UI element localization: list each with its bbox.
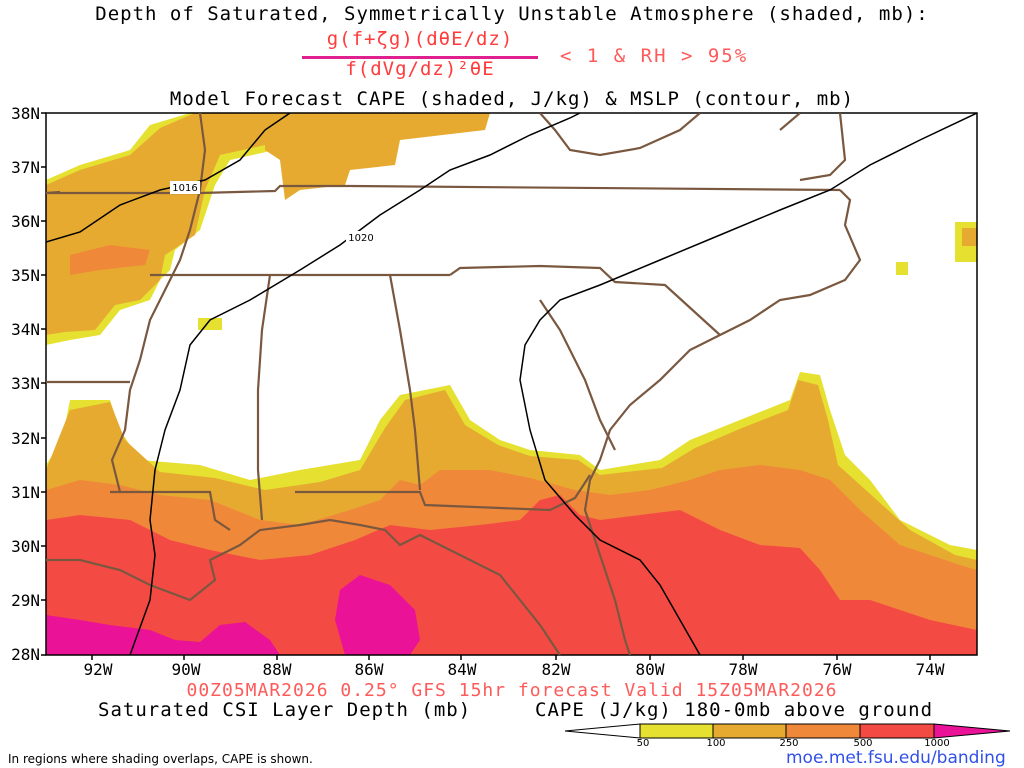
lat-label-32n: 32N	[11, 429, 40, 448]
border-ga-sc	[539, 299, 616, 451]
lon-label-90w: 90W	[171, 660, 201, 679]
colorbar-seg-100	[712, 723, 787, 739]
isobar-labels: 1016 1020	[170, 181, 376, 244]
colorbar-seg-50	[639, 723, 714, 739]
map-frame	[45, 112, 978, 656]
formula-numerator: g(f+ζg)(dθE/dz)	[326, 28, 514, 50]
border-arkansas-top	[46, 190, 61, 195]
isobar-label-1016: 1016	[172, 183, 197, 194]
colorbar-seg-1000	[933, 723, 1011, 739]
axis-ticks	[41, 112, 931, 660]
cape-region-n-100	[265, 113, 490, 200]
formula-fraction-bar	[302, 56, 538, 59]
coast-va	[779, 113, 847, 182]
title-line-3: Model Forecast CAPE (shaded, J/kg) & MSL…	[169, 88, 855, 110]
lon-label-74w: 74W	[915, 660, 945, 679]
lon-label-76w: 76W	[822, 660, 852, 679]
legend-cape-label: CAPE (J/kg) 180-0mb above ground	[535, 699, 934, 721]
lat-label-37n: 37N	[11, 158, 40, 177]
lon-label-92w: 92W	[83, 660, 113, 679]
cape-region-south-500	[46, 495, 977, 655]
colorbar-seg-500	[859, 723, 935, 739]
cape-region-south-1000-a	[46, 615, 280, 655]
isobar-1020	[129, 113, 581, 655]
legend-csi-label: Saturated CSI Layer Depth (mb)	[98, 699, 472, 721]
formula-denominator: f(dVg/dz)²θE	[345, 58, 495, 80]
colorbar-label-100: 100	[706, 738, 726, 749]
border-ga-nc-sc	[449, 264, 721, 336]
lon-label-82w: 82W	[541, 660, 571, 679]
colorbar-label-1000: 1000	[924, 738, 950, 749]
lat-label-36n: 36N	[11, 212, 40, 231]
lat-label-31n: 31N	[11, 483, 40, 502]
colorbar-seg-250	[785, 723, 861, 739]
colorbar-seg-below-50	[564, 723, 641, 739]
colorbar-label-50: 50	[636, 738, 650, 749]
lon-label-80w: 80W	[635, 660, 665, 679]
cape-region-east-250	[962, 228, 977, 246]
border-fl-al-ga	[295, 474, 591, 512]
lon-label-78w: 78W	[728, 660, 758, 679]
lon-label-84w: 84W	[447, 660, 477, 679]
coast-north	[539, 113, 701, 157]
border-mississippi-river	[110, 113, 207, 493]
border-va-nc-coast	[583, 189, 862, 655]
colorbar-label-500: 500	[853, 738, 873, 749]
lat-label-38n: 38N	[11, 104, 40, 123]
valid-time-line: 00Z05MAR2026 0.25° GFS 15hr forecast Val…	[186, 680, 838, 701]
cape-region-south-1000-b	[335, 575, 420, 655]
colorbar-label-250: 250	[779, 738, 799, 749]
lat-label-29n: 29N	[11, 591, 40, 610]
lat-label-28n: 28N	[11, 645, 40, 664]
formula-condition: < 1 & RH > 95%	[560, 45, 749, 67]
title-line-1: Depth of Saturated, Symmetrically Unstab…	[95, 3, 929, 25]
border-al-ga	[388, 274, 422, 491]
cape-region-nw-250	[70, 245, 150, 275]
isobar-1024	[519, 113, 977, 655]
lat-label-35n: 35N	[11, 266, 40, 285]
lat-label-30n: 30N	[11, 537, 40, 556]
source-url-link[interactable]: moe.met.fsu.edu/banding	[786, 748, 1006, 768]
overlap-note: In regions where shading overlaps, CAPE …	[8, 752, 313, 766]
lon-label-86w: 86W	[354, 660, 384, 679]
cape-region-nw-100	[46, 113, 270, 335]
coast-gulf	[46, 518, 561, 655]
border-la-ms	[110, 490, 231, 531]
lat-label-33n: 33N	[11, 374, 40, 393]
lon-label-88w: 88W	[262, 660, 292, 679]
cape-region-nc-50	[896, 262, 908, 275]
shading-layer	[46, 113, 977, 655]
isobar-label-1020: 1020	[348, 233, 373, 244]
border-ms-al	[256, 274, 272, 521]
colorbar	[564, 723, 1011, 739]
lat-label-34n: 34N	[11, 320, 40, 339]
